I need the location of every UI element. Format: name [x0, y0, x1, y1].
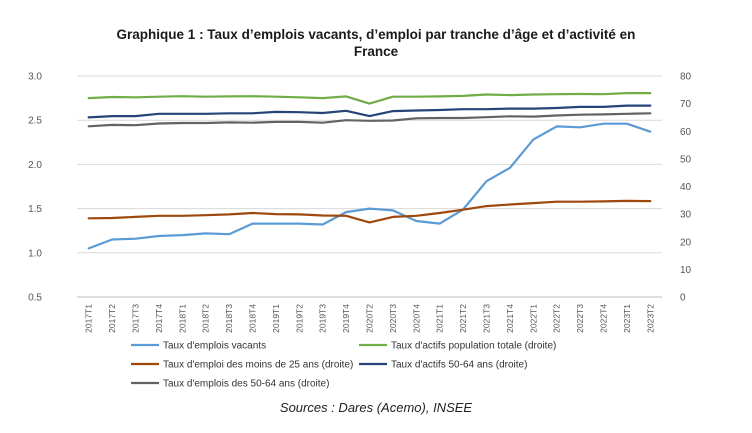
- x-tick-label: 2019T4: [341, 304, 351, 333]
- x-tick-label: 2017T4: [154, 304, 164, 333]
- left-axis-ticks: 0.5 1.0 1.5 2.0 2.5 3.0: [28, 72, 42, 304]
- legend: Taux d'emplois vacants Taux d'actifs popu…: [131, 341, 556, 390]
- x-tick-label: 2021T2: [458, 304, 468, 333]
- x-tick-label: 2019T3: [318, 304, 328, 333]
- x-axis-ticks: 2017T1 2017T2 2017T3 2017T4 2018T1 2018T2 2018…: [84, 304, 656, 333]
- x-tick-label: 2020T2: [365, 304, 375, 333]
- right-tick-label: 10: [680, 265, 692, 276]
- chart-title-line-1: Graphique 1 : Taux d’emplois vacants, d’…: [117, 27, 636, 42]
- left-tick-label: 3.0: [28, 72, 42, 83]
- x-tick-label: 2018T4: [248, 304, 258, 333]
- series-line-2: [87, 199, 652, 224]
- right-tick-label: 20: [680, 237, 692, 248]
- x-tick-label: 2018T1: [177, 304, 187, 333]
- series-lines: [87, 91, 652, 250]
- x-tick-label: 2022T2: [552, 304, 562, 333]
- series-line-1: [87, 91, 652, 105]
- x-tick-label: 2017T1: [84, 304, 94, 333]
- source-note: Sources : Dares (Acemo), INSEE: [280, 400, 472, 415]
- x-tick-label: 2022T4: [599, 304, 609, 333]
- series-line-4: [87, 112, 652, 128]
- series-line-0: [87, 122, 652, 250]
- x-tick-label: 2023T2: [645, 304, 655, 333]
- left-tick-label: 2.5: [28, 116, 42, 127]
- chart-title-line-2: France: [354, 44, 399, 59]
- x-tick-label: 2019T1: [271, 304, 281, 333]
- right-tick-label: 0: [680, 293, 686, 304]
- legend-label: Taux d'actifs population totale (droite): [391, 341, 556, 352]
- x-tick-label: 2021T3: [482, 304, 492, 333]
- right-tick-label: 80: [680, 72, 692, 83]
- right-tick-label: 50: [680, 154, 692, 165]
- right-tick-label: 70: [680, 99, 692, 110]
- x-tick-label: 2018T2: [201, 304, 211, 333]
- x-tick-label: 2019T2: [294, 304, 304, 333]
- legend-label: Taux d'emploi des moins de 25 ans (droit…: [163, 360, 353, 371]
- right-axis-ticks: 0 10 20 30 40 50 60 70 80: [680, 72, 692, 304]
- legend-label: Taux d'emplois vacants: [163, 341, 266, 352]
- right-tick-label: 60: [680, 127, 692, 138]
- x-tick-label: 2021T4: [505, 304, 515, 333]
- x-tick-label: 2021T1: [435, 304, 445, 333]
- right-tick-label: 30: [680, 210, 692, 221]
- gridlines: [77, 75, 662, 298]
- right-tick-label: 40: [680, 182, 692, 193]
- x-tick-label: 2018T3: [224, 304, 234, 333]
- x-tick-label: 2022T3: [575, 304, 585, 333]
- left-tick-label: 1.0: [28, 248, 42, 259]
- x-tick-label: 2020T3: [388, 304, 398, 333]
- x-tick-label: 2023T1: [622, 304, 632, 333]
- left-tick-label: 1.5: [28, 204, 42, 215]
- legend-label: Taux d'emplois des 50-64 ans (droite): [163, 379, 329, 390]
- left-tick-label: 2.0: [28, 160, 42, 171]
- left-tick-label: 0.5: [28, 293, 42, 304]
- x-tick-label: 2020T4: [411, 304, 421, 333]
- x-tick-label: 2022T1: [528, 304, 538, 333]
- series-line-3: [87, 104, 652, 119]
- legend-label: Taux d'actifs 50-64 ans (droite): [391, 360, 527, 371]
- x-tick-label: 2017T3: [131, 304, 141, 333]
- x-tick-label: 2017T2: [107, 304, 117, 333]
